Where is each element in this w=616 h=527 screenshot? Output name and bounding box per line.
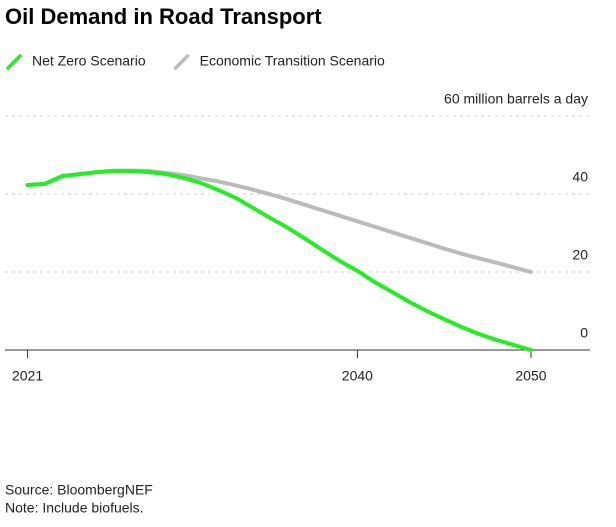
series-line <box>25 168 533 352</box>
source: Source: BloombergNEF <box>5 482 153 498</box>
note: Note: Include biofuels. <box>5 500 144 516</box>
legend-label: Economic Transition Scenario <box>200 53 385 69</box>
x-tick-label: 2040 <box>342 368 373 384</box>
legend-swatch <box>173 54 190 70</box>
y-tick-label: 40 <box>572 169 588 185</box>
legend-label: Net Zero Scenario <box>32 53 146 69</box>
chart-title: Oil Demand in Road Transport <box>5 4 322 29</box>
legend-swatch <box>6 54 22 70</box>
y-tick-label: 60 million barrels a day <box>444 91 588 107</box>
x-tick-label: 2050 <box>515 368 546 384</box>
y-tick-label: 20 <box>572 247 588 263</box>
x-tick-label: 2021 <box>12 368 43 384</box>
y-tick-label: 0 <box>580 325 588 341</box>
